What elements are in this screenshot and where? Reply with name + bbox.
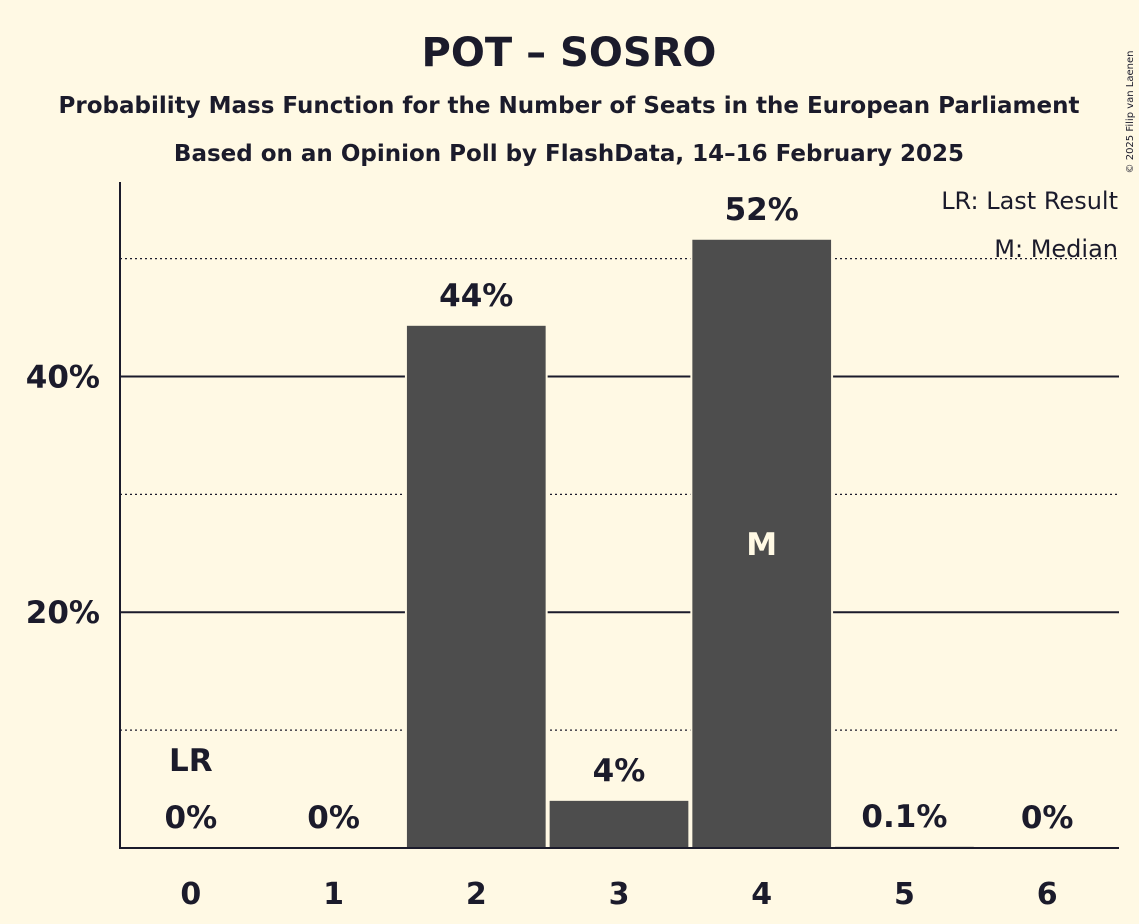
value-label: 0% xyxy=(1021,800,1074,836)
value-label: 0.1% xyxy=(861,799,947,835)
x-tick-label: 2 xyxy=(466,877,487,912)
value-label: 0% xyxy=(165,800,218,836)
value-labels: 0% 0% 44% 4% 52% 0.1% 0% xyxy=(165,192,1074,836)
gridlines xyxy=(120,257,1119,731)
y-tick-label: 40% xyxy=(26,359,100,395)
chart-title: POT – SOSRO xyxy=(422,30,717,76)
bar-4 xyxy=(692,239,832,849)
value-label: 52% xyxy=(725,192,799,228)
x-tick-label: 5 xyxy=(894,877,915,912)
x-tick-label: 4 xyxy=(751,877,772,912)
last-result-marker: LR xyxy=(169,743,213,779)
legend-last-result: LR: Last Result xyxy=(941,187,1118,215)
x-tick-label: 6 xyxy=(1037,877,1058,912)
y-tick-label: 20% xyxy=(26,595,100,631)
chart-subtitle-1: Probability Mass Function for the Number… xyxy=(59,93,1080,119)
value-label: 44% xyxy=(439,278,513,314)
copyright-text: © 2025 Filip van Laenen xyxy=(1125,51,1136,174)
x-axis-labels: 0 1 2 3 4 5 6 xyxy=(180,877,1057,912)
x-tick-label: 1 xyxy=(323,877,344,912)
x-tick-label: 3 xyxy=(609,877,630,912)
x-tick-label: 0 xyxy=(180,877,201,912)
bar-3 xyxy=(549,800,689,848)
median-marker: M xyxy=(746,527,777,563)
value-label: 0% xyxy=(307,800,360,836)
legend-median: M: Median xyxy=(994,235,1118,263)
y-axis-labels: 20% 40% xyxy=(26,359,100,631)
bars xyxy=(404,238,976,849)
markers: LR M xyxy=(169,527,777,779)
bar-2 xyxy=(406,325,546,848)
chart-subtitle-2: Based on an Opinion Poll by FlashData, 1… xyxy=(174,141,964,167)
value-label: 4% xyxy=(593,753,646,789)
